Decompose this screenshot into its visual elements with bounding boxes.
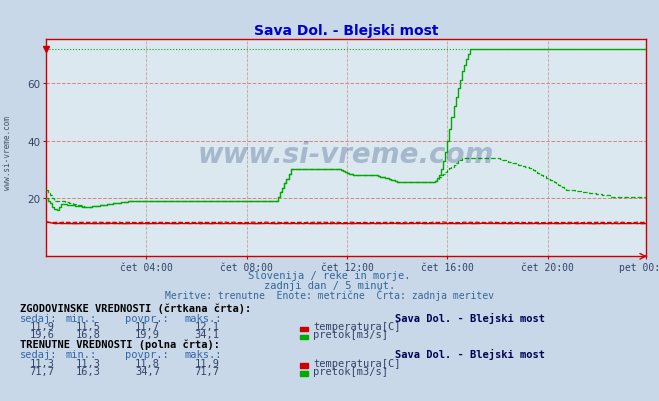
- Text: Slovenija / reke in morje.: Slovenija / reke in morje.: [248, 271, 411, 281]
- Text: Sava Dol. - Blejski most: Sava Dol. - Blejski most: [395, 312, 546, 323]
- Text: 19,9: 19,9: [135, 330, 160, 340]
- Text: 34,7: 34,7: [135, 366, 160, 376]
- Text: maks.:: maks.:: [185, 349, 222, 359]
- Text: 11,7: 11,7: [135, 322, 160, 332]
- Text: zadnji dan / 5 minut.: zadnji dan / 5 minut.: [264, 281, 395, 291]
- Text: 71,7: 71,7: [30, 366, 55, 376]
- Text: TRENUTNE VREDNOSTI (polna črta):: TRENUTNE VREDNOSTI (polna črta):: [20, 338, 219, 349]
- Text: Sava Dol. - Blejski most: Sava Dol. - Blejski most: [395, 348, 546, 359]
- Text: pretok[m3/s]: pretok[m3/s]: [313, 366, 388, 376]
- Text: www.si-vreme.com: www.si-vreme.com: [3, 115, 13, 189]
- Text: 11,3: 11,3: [30, 358, 55, 368]
- Text: 34,1: 34,1: [194, 330, 219, 340]
- Text: sedaj:: sedaj:: [20, 349, 57, 359]
- Text: 11,5: 11,5: [76, 322, 101, 332]
- Title: Sava Dol. - Blejski most: Sava Dol. - Blejski most: [254, 24, 438, 38]
- Text: min.:: min.:: [66, 313, 97, 323]
- Text: www.si-vreme.com: www.si-vreme.com: [198, 141, 494, 169]
- Text: 12,1: 12,1: [194, 322, 219, 332]
- Text: 11,9: 11,9: [30, 322, 55, 332]
- Text: temperatura[C]: temperatura[C]: [313, 322, 401, 332]
- Text: 11,8: 11,8: [135, 358, 160, 368]
- Text: Meritve: trenutne  Enote: metrične  Črta: zadnja meritev: Meritve: trenutne Enote: metrične Črta: …: [165, 289, 494, 301]
- Text: maks.:: maks.:: [185, 313, 222, 323]
- Text: pretok[m3/s]: pretok[m3/s]: [313, 330, 388, 340]
- Text: temperatura[C]: temperatura[C]: [313, 358, 401, 368]
- Text: min.:: min.:: [66, 349, 97, 359]
- Text: 19,6: 19,6: [30, 330, 55, 340]
- Text: ZGODOVINSKE VREDNOSTI (črtkana črta):: ZGODOVINSKE VREDNOSTI (črtkana črta):: [20, 302, 251, 313]
- Text: sedaj:: sedaj:: [20, 313, 57, 323]
- Text: 11,3: 11,3: [76, 358, 101, 368]
- Text: 16,8: 16,8: [76, 330, 101, 340]
- Text: povpr.:: povpr.:: [125, 313, 169, 323]
- Text: 71,7: 71,7: [194, 366, 219, 376]
- Text: 11,9: 11,9: [194, 358, 219, 368]
- Text: 16,3: 16,3: [76, 366, 101, 376]
- Text: povpr.:: povpr.:: [125, 349, 169, 359]
